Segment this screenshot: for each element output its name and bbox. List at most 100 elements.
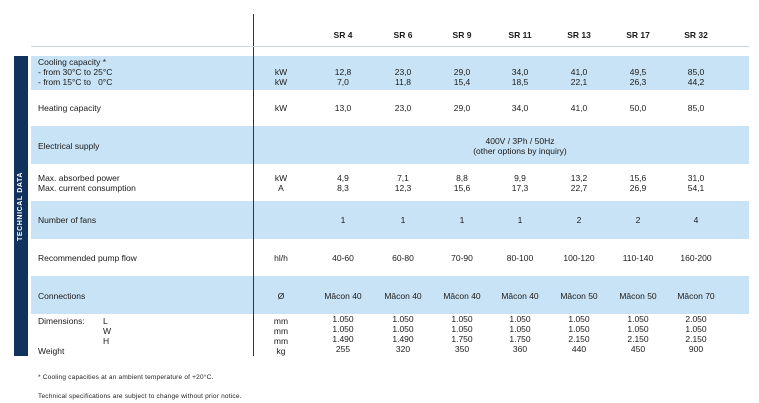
model-header: SR 4 (333, 30, 353, 40)
cell: 26,3 (629, 77, 647, 87)
row-label: Dimensions: (38, 316, 85, 326)
footnote: * Cooling capacities at an ambient tempe… (38, 374, 214, 381)
cell: 12,8 (334, 67, 352, 77)
column-divider (253, 14, 254, 356)
model-header: SR 11 (508, 30, 532, 40)
row-band-fans (31, 201, 749, 239)
unit: kW (274, 77, 288, 87)
cell: 1.050 (627, 324, 649, 334)
cell: 110-140 (622, 253, 654, 263)
unit: kW (274, 103, 288, 113)
unit: A (278, 183, 284, 193)
cell: 1.050 (392, 324, 414, 334)
unit: Ø (277, 291, 285, 301)
cell: 70-90 (451, 253, 473, 263)
unit: kW (274, 67, 288, 77)
cell: 85,0 (687, 103, 705, 113)
cell: 1.050 (332, 314, 354, 324)
model-header: SR 13 (567, 30, 591, 40)
cell: 80-100 (506, 253, 534, 263)
cell: 440 (571, 344, 587, 354)
cell: 4 (693, 215, 699, 225)
dimension-axis: H (103, 336, 110, 346)
cell: 13,2 (570, 173, 588, 183)
cell: 900 (688, 344, 704, 354)
cell: 1.050 (627, 314, 649, 324)
cell: 49,5 (629, 67, 647, 77)
cell: 34,0 (511, 67, 529, 77)
cell: 1 (459, 215, 465, 225)
row-label: Connections (38, 291, 86, 301)
section-title: TECHNICAL DATA (17, 171, 25, 241)
cell: 100-120 (563, 253, 595, 263)
cell: 31,0 (687, 173, 705, 183)
cell: 22,7 (570, 183, 588, 193)
unit: hl/h (274, 253, 288, 263)
cell: 29,0 (453, 67, 471, 77)
cell: 255 (335, 344, 351, 354)
model-header: SR 6 (393, 30, 413, 40)
cell: 1.050 (451, 324, 473, 334)
cell: 1.490 (392, 334, 414, 344)
cell: 44,2 (687, 77, 705, 87)
row-band-electrical (31, 126, 749, 164)
cell: 400V / 3Ph / 50Hz (485, 136, 555, 146)
model-header: SR 32 (684, 30, 708, 40)
row-label: Max. absorbed power (38, 173, 120, 183)
cell: Mâcon 40 (443, 291, 481, 301)
cell: 2 (635, 215, 641, 225)
unit: kW (274, 173, 288, 183)
cell: 41,0 (570, 103, 588, 113)
cell: 12,3 (394, 183, 412, 193)
row-label: Cooling capacity * (38, 57, 107, 67)
row-label: Weight (38, 346, 65, 356)
cell: 22,1 (570, 77, 588, 87)
cell: 360 (512, 344, 528, 354)
cell: 1.750 (451, 334, 473, 344)
cell: 29,0 (453, 103, 471, 113)
cell: 2.150 (685, 334, 707, 344)
cell: (other options by inquiry) (473, 146, 567, 156)
cell: 7,0 (337, 77, 349, 87)
cell: 8,8 (456, 173, 468, 183)
model-header: SR 17 (626, 30, 650, 40)
unit: kg (276, 346, 286, 356)
row-label: Electrical supply (38, 141, 100, 151)
cell: 23,0 (394, 67, 412, 77)
unit: mm (273, 326, 289, 336)
dimension-axis: L (103, 316, 108, 326)
cell: 11,8 (395, 77, 411, 87)
cell: Mâcon 40 (501, 291, 539, 301)
cell: 50,0 (629, 103, 647, 113)
cell: 350 (454, 344, 470, 354)
cell: 23,0 (394, 103, 412, 113)
cell: 1 (400, 215, 406, 225)
cell: 2.150 (568, 334, 590, 344)
cell: 2 (576, 215, 582, 225)
dimension-axis: W (103, 326, 112, 336)
cell: Mâcon 50 (619, 291, 657, 301)
cell: 1.050 (685, 324, 707, 334)
cell: 18,5 (511, 77, 529, 87)
model-header: SR 9 (452, 30, 472, 40)
cell: 1.050 (332, 324, 354, 334)
cell: 85,0 (687, 67, 705, 77)
technical-data-sidebar (14, 56, 28, 356)
cell: 60-80 (392, 253, 414, 263)
row-band-connections (31, 276, 749, 314)
cell: 17,3 (511, 183, 529, 193)
cell: 1.050 (451, 314, 473, 324)
footnote: Technical specifications are subject to … (38, 393, 242, 400)
header-divider (31, 46, 749, 47)
row-band-cooling (31, 56, 749, 90)
cell: 320 (395, 344, 411, 354)
cell: 40-60 (332, 253, 354, 263)
cell: 9,9 (514, 173, 526, 183)
row-label: - from 30°C to 25°C (38, 67, 113, 77)
cell: 1.490 (332, 334, 354, 344)
cell: 2.050 (685, 314, 707, 324)
cell: Mâcon 70 (677, 291, 715, 301)
cell: 1.050 (568, 314, 590, 324)
cell: 2.150 (627, 334, 649, 344)
cell: 1.050 (392, 314, 414, 324)
